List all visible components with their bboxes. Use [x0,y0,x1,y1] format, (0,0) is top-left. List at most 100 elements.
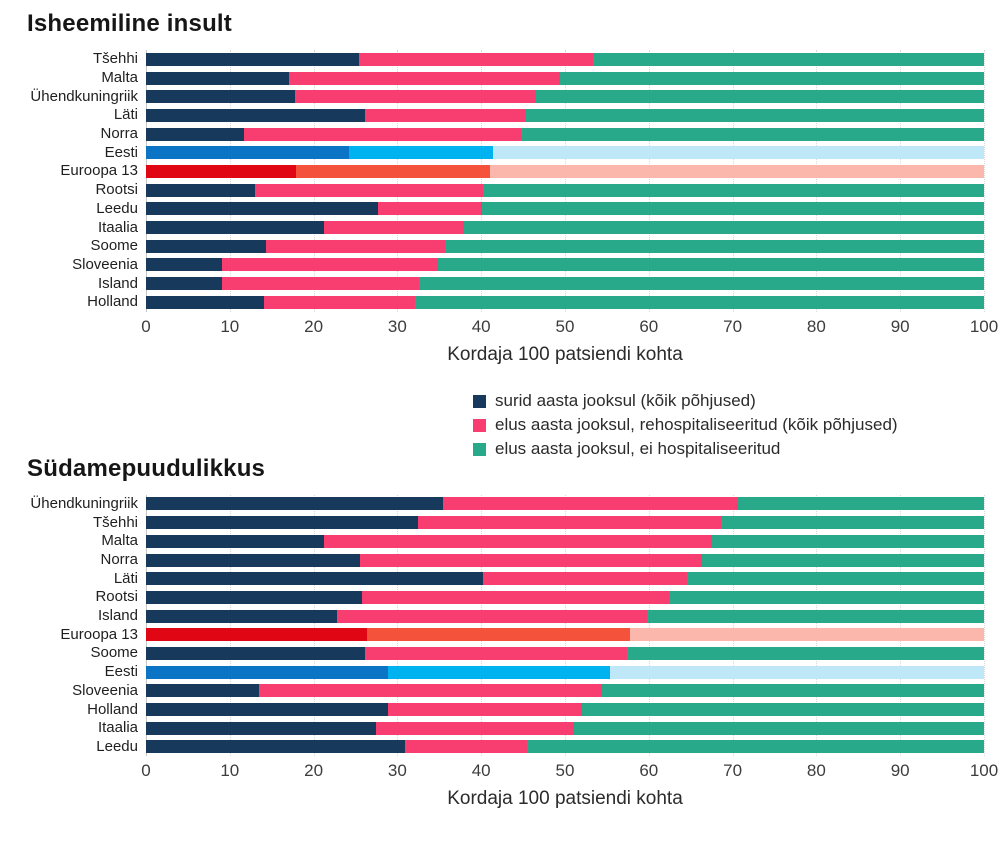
bar-segment-died-within-year [146,628,368,642]
country-label: Malta [101,69,138,87]
country-label: Ühendkuningriik [30,494,138,512]
bar-segment-died-within-year [146,553,360,567]
gridline [313,50,315,312]
gridline [565,50,566,312]
bar-segment-not-hospitalised [419,277,984,291]
country-label: Euroopa 13 [60,162,138,180]
bar-segment-died-within-year [146,239,266,253]
bar-segment-rehospitalised [264,295,415,309]
legend-label: elus aasta jooksul, ei hospitaliseeritud [495,439,781,459]
bar-segment-died-within-year [146,90,296,104]
country-label: Rootsi [95,588,138,606]
bar-segment-died-within-year [146,52,359,66]
grid-overlay [146,50,985,312]
bar-track [146,572,984,586]
bar-segment-died-within-year [146,497,444,511]
country-label: Malta [101,532,138,550]
bar-row: Leedu [0,200,984,219]
bar-segment-died-within-year [146,740,405,754]
country-label: Itaalia [97,218,138,236]
x-tick-label: 100 [969,761,999,781]
x-tick-label: 30 [387,316,407,336]
bar-segment-not-hospitalised [592,52,984,66]
bar-row: Eesti [0,143,984,162]
country-label: Itaalia [97,719,138,737]
bar-track [146,239,984,253]
bar-segment-not-hospitalised [535,90,984,104]
bar-segment-died-within-year [146,277,223,291]
x-tick-label: 0 [141,316,151,336]
country-label: Rootsi [95,181,138,199]
country-label: Norra [100,551,138,569]
bar-segment-died-within-year [146,572,483,586]
bar-row: Ühendkuningriik [0,495,984,514]
plot-area: Ühendkuningriik Tšehhi Malta Norra Läti Roots… [0,494,985,757]
bar-row: Eesti [0,663,984,682]
bar-segment-rehospitalised [404,740,528,754]
bar-track [146,221,984,235]
x-tick-label: 10 [220,316,240,336]
bar-row: Euroopa 13 [0,625,984,644]
bar-track [146,202,984,216]
gridline [648,494,650,757]
bar-segment-died-within-year [146,516,419,530]
bar-segment-not-hospitalised [482,202,984,216]
x-tick-label: 20 [304,761,324,781]
bar-segment-rehospitalised [376,721,575,735]
bar-segment-rehospitalised [443,497,738,511]
bar-row: Läti [0,569,984,588]
y-axis-line [146,494,147,757]
bar-segment-not-hospitalised [438,258,984,272]
grid-overlay [146,494,985,757]
bar-segment-rehospitalised [222,277,420,291]
x-tick-label: 70 [723,316,743,336]
x-axis-label: Kordaja 100 patsiendi kohta [447,788,683,810]
bar-track [146,277,984,291]
bar-segment-not-hospitalised [626,646,984,660]
bar-segment-rehospitalised [295,90,536,104]
bar-segment-died-within-year [146,590,363,604]
legend-swatch [473,442,486,456]
bar-track [146,665,984,679]
bar-track [146,740,984,754]
bar-segment-rehospitalised [364,646,627,660]
gridline [984,50,985,312]
bar-segment-not-hospitalised [489,164,984,178]
bar-segment-not-hospitalised [414,295,984,309]
legend-item: elus aasta jooksul, rehospitaliseeritud … [473,414,984,437]
bar-row: Ühendkuningriik [0,87,984,106]
country-label: Eesti [104,663,138,681]
bar-track [146,90,984,104]
legend-label: elus aasta jooksul, rehospitaliseeritud … [495,415,898,435]
x-tick-label: 60 [639,316,659,336]
bar-track [146,646,984,660]
bar-row: Soome [0,644,984,663]
bar-track [146,684,984,698]
bar-segment-rehospitalised [388,703,582,717]
bar-track [146,534,984,548]
country-label: Soome [90,237,138,255]
bar-track [146,590,984,604]
legend-swatch [473,394,486,408]
figure: Isheemiline insult Tšehhi Malta Ühendkunin… [0,10,1001,810]
bar-segment-not-hospitalised [526,108,984,122]
bar-segment-died-within-year [146,665,389,679]
bar-segment-died-within-year [146,221,325,235]
bar-row: Itaalia [0,218,984,237]
gridline [397,50,399,312]
x-tick-label: 80 [806,316,826,336]
bar-track [146,295,984,309]
bar-row: Holland [0,293,984,312]
country-label: Holland [87,700,138,718]
bar-segment-rehospitalised [323,534,713,548]
bar-row: Rootsi [0,588,984,607]
gridline [900,494,902,757]
bar-track [146,258,984,272]
bar-segment-not-hospitalised [720,516,984,530]
x-tick-label: 60 [639,761,659,781]
x-tick-label: 20 [304,316,324,336]
bar-segment-died-within-year [146,534,324,548]
bar-segment-died-within-year [146,703,389,717]
bar-segment-not-hospitalised [737,497,984,511]
x-axis-ticks: 0 10 20 30 40 50 60 70 80 90 100 [141,756,998,781]
